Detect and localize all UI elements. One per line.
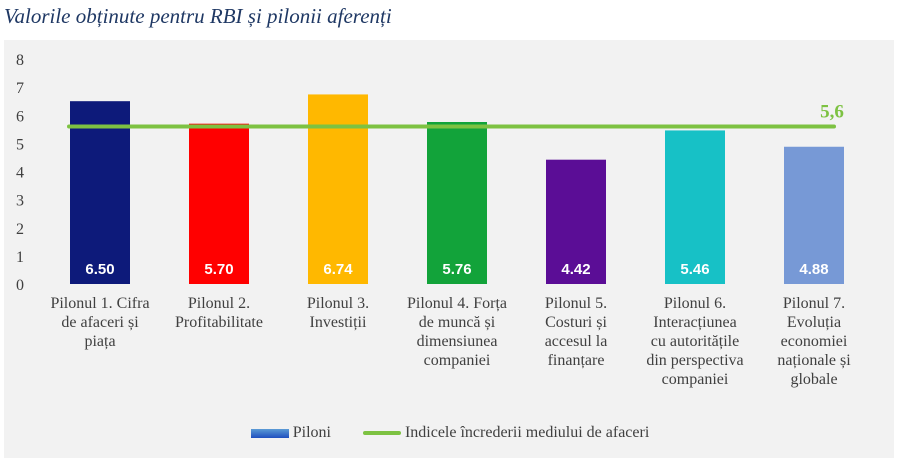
x-category-label-line: Pilonul 7. [783,295,845,312]
bar [546,159,606,284]
x-category-label: Pilonul 6. Interacțiunea cu autoritățile di… [646,295,743,388]
y-tick-label: 0 [16,277,24,294]
x-category-label-line: de afaceri și [61,314,139,331]
x-category-label-line: Evoluția [787,314,841,331]
x-category-label: Pilonul 3. Investiții [307,295,369,331]
x-category-label: Pilonul 7. Evoluția economiei naționale și g… [777,295,851,388]
legend-label-indice: Indicele încrederii mediului de afaceri [404,424,650,441]
y-tick-label: 7 [16,80,24,97]
bar-value-label: 4.42 [561,261,590,278]
x-category-label-line: Pilonul 3. [307,295,369,312]
chart-title: Valorile obținute pentru RBI și pilonii … [4,4,392,28]
y-tick-label: 1 [16,249,24,266]
x-category-label-line: naționale și [777,352,851,369]
bar [189,123,249,284]
x-category-label-line: companiei [662,371,729,388]
x-category-label-line: Pilonul 2. [188,295,250,312]
x-category-label-line: accesul la [545,333,608,350]
bar [427,122,487,284]
x-category-label-line: Investiții [310,314,367,331]
x-category-label-line: finanțare [548,352,605,369]
x-category-label-line: economiei [781,333,848,350]
bar-value-label: 6.50 [85,261,114,278]
bar [308,94,368,284]
bar-value-label: 5.46 [680,261,709,278]
y-tick-label: 2 [16,221,24,238]
x-category-label-line: Pilonul 5. [545,295,607,312]
bar [784,146,844,284]
x-category-label-line: dimensiunea [417,333,498,350]
y-tick-label: 3 [16,193,24,210]
x-category-label: Pilonul 5. Costuri și accesul la finanțare [545,295,608,369]
bar-value-label: 5.76 [442,261,471,278]
legend-item-piloni: Piloni [250,424,331,442]
x-category-label: Pilonul 1. Cifra de afaceri și piața [50,295,149,350]
x-category-label-line: Pilonul 4. Forța [407,295,507,312]
x-category-label-line: din perspectiva [646,352,743,369]
x-category-label-line: Costuri și [545,314,607,331]
x-category-label-line: Profitabilitate [175,314,263,331]
bar [70,101,130,284]
x-category-label-line: cu autoritățile [651,333,739,350]
y-tick-label: 4 [16,165,24,182]
x-category-label-line: de muncă și [419,314,496,331]
bar-value-label: 6.74 [323,261,353,278]
x-category-label: Pilonul 4. Forța de muncă și dimensiunea co… [407,295,507,369]
x-category-label-line: Pilonul 6. [664,295,726,312]
legend-bar-swatch [250,428,289,438]
bar-chart: 0 1 2 3 4 5 6 7 8 6.50 Pilonul 1. Cifra de afaceri … [16,52,851,388]
legend-line-swatch [362,431,401,435]
chart-area: 0 1 2 3 4 5 6 7 8 6.50 Pilonul 1. Cifra de afaceri … [4,40,894,458]
bar-value-label: 5.70 [204,261,233,278]
x-category-label-line: piața [84,333,115,350]
y-tick-label: 5 [16,136,24,153]
legend-item-indice: Indicele încrederii mediului de afaceri [362,424,650,442]
bar-value-label: 4.88 [799,261,828,278]
chart-legend: Piloni Indicele încrederii mediului de a… [0,420,900,446]
x-category-label-line: Interacțiunea [653,314,737,331]
legend-label-piloni: Piloni [292,424,331,441]
x-category-label-line: globale [790,371,837,388]
bar [665,130,725,284]
x-category-label-line: companiei [424,352,491,369]
index-line-label: 5,6 [820,102,844,123]
y-tick-label: 8 [16,52,24,69]
x-category-label: Pilonul 2. Profitabilitate [175,295,263,331]
y-tick-label: 6 [16,108,24,125]
x-category-label-line: Pilonul 1. Cifra [50,295,149,312]
